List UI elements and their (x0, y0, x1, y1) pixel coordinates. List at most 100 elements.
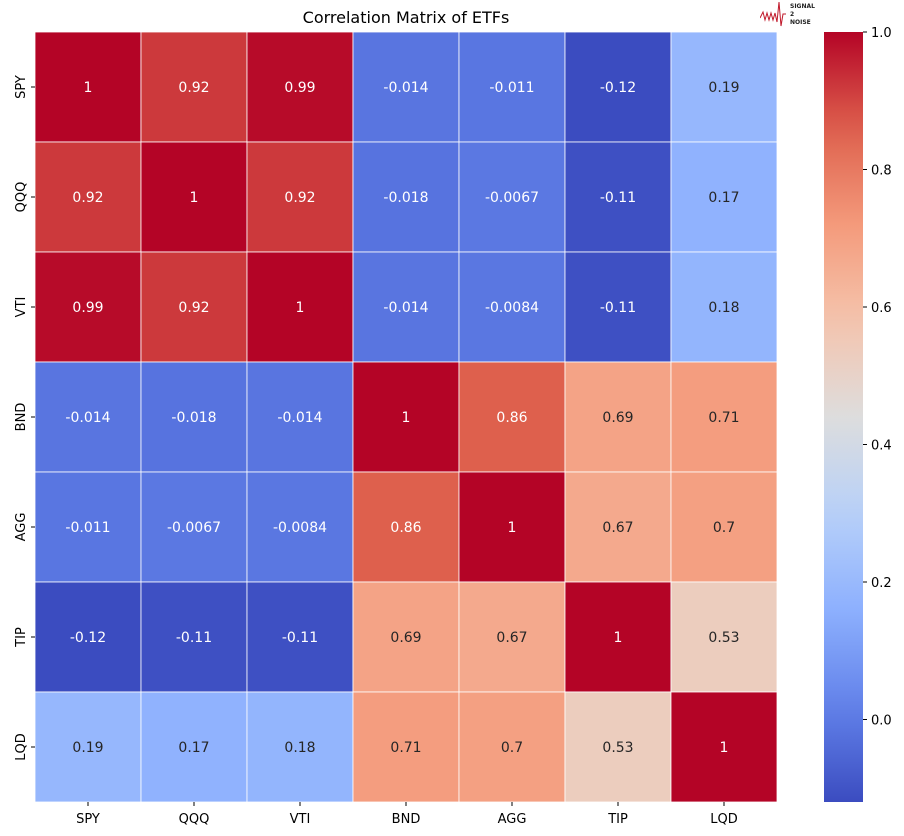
heatmap-cell (246, 471, 354, 583)
heatmap-cell (458, 141, 566, 253)
cell-annotation: 1 (720, 740, 729, 756)
cell-annotation: 0.69 (390, 630, 421, 646)
y-tick-label: TIP (14, 627, 29, 648)
y-tick-label: AGG (14, 513, 29, 542)
heatmap-cell (458, 251, 566, 363)
heatmap-cell (140, 141, 248, 253)
heatmap-cell (670, 31, 778, 143)
heatmap-cell (564, 361, 672, 473)
colorbar (824, 32, 863, 802)
cell-annotation: 0.19 (72, 740, 103, 756)
logo-line: 2 (790, 11, 794, 18)
cell-annotation: 0.67 (496, 630, 527, 646)
cell-annotation: 0.17 (178, 740, 209, 756)
heatmap-cell (34, 361, 142, 473)
cell-annotation: -0.011 (65, 520, 110, 536)
colorbar-tick-label: 0.0 (871, 714, 892, 729)
cell-annotation: -0.12 (70, 630, 106, 646)
x-tick-label: LQD (710, 812, 738, 827)
cell-annotation: -0.0084 (485, 300, 539, 316)
x-tick-label: AGG (498, 812, 527, 827)
cell-annotation: -0.011 (489, 80, 534, 96)
heatmap-cell (352, 581, 460, 693)
cell-annotation: 0.19 (708, 80, 739, 96)
logo-line: SIGNAL (790, 3, 815, 10)
cell-annotation: -0.014 (383, 300, 428, 316)
heatmap-cell (670, 141, 778, 253)
colorbar-tick-label: 0.8 (871, 164, 892, 179)
heatmap-cell (246, 581, 354, 693)
cell-annotation: -0.014 (383, 80, 428, 96)
colorbar-tick-label: 0.2 (871, 576, 892, 591)
heatmap-cell (670, 251, 778, 363)
heatmap-cell (352, 361, 460, 473)
colorbar-tick-label: 0.4 (871, 439, 892, 454)
cell-annotation: 1 (402, 410, 411, 426)
cell-annotation: 0.18 (284, 740, 315, 756)
heatmap-cell (458, 691, 566, 803)
heatmap-cell (140, 581, 248, 693)
y-tick-label: QQQ (14, 182, 29, 213)
cell-annotation: 0.7 (713, 520, 735, 536)
x-tick-label: VTI (290, 812, 311, 827)
heatmap-cell (34, 691, 142, 803)
x-tick-label: QQQ (179, 812, 210, 827)
heatmap-cell (458, 471, 566, 583)
cell-annotation: -0.0084 (273, 520, 327, 536)
cell-annotation: 0.71 (708, 410, 739, 426)
heatmap-cell (140, 471, 248, 583)
heatmap-cell (458, 581, 566, 693)
cell-annotation: 1 (296, 300, 305, 316)
colorbar-tick-label: 1.0 (871, 26, 892, 41)
heatmap-cell (34, 141, 142, 253)
heatmap-cell (670, 581, 778, 693)
heatmap-cell (246, 361, 354, 473)
cell-annotation: 0.92 (72, 190, 103, 206)
heatmap-cell (564, 31, 672, 143)
logo-line: NOISE (790, 19, 811, 26)
y-tick-label: BND (14, 403, 29, 432)
cell-annotation: 1 (190, 190, 199, 206)
cell-annotation: 0.69 (602, 410, 633, 426)
heatmap-cell (352, 31, 460, 143)
cell-annotation: 0.86 (390, 520, 421, 536)
heatmap-cell (34, 251, 142, 363)
cell-annotation: -0.0067 (485, 190, 539, 206)
cell-annotation: 0.86 (496, 410, 527, 426)
cell-annotation: -0.11 (176, 630, 212, 646)
heatmap-cell (564, 581, 672, 693)
cell-annotation: 0.92 (178, 80, 209, 96)
heatmap-cell (352, 471, 460, 583)
heatmap-cell (670, 471, 778, 583)
x-tick-label: TIP (607, 812, 628, 827)
cell-annotation: 0.67 (602, 520, 633, 536)
cell-annotation: 1 (614, 630, 623, 646)
cell-annotation: -0.11 (600, 300, 636, 316)
cell-annotation: 0.53 (602, 740, 633, 756)
cell-annotation: 0.99 (72, 300, 103, 316)
heatmap-cell (140, 691, 248, 803)
cell-annotation: -0.11 (600, 190, 636, 206)
cell-annotation: 1 (84, 80, 93, 96)
cell-annotation: 0.53 (708, 630, 739, 646)
heatmap-cell (34, 471, 142, 583)
cell-annotation: 0.92 (178, 300, 209, 316)
signal-2-noise-logo: SIGNAL 2 NOISE (760, 1, 815, 27)
cell-annotation: -0.12 (600, 80, 636, 96)
cell-annotation: -0.018 (171, 410, 216, 426)
cell-annotation: -0.11 (282, 630, 318, 646)
cell-annotation: -0.018 (383, 190, 428, 206)
heatmap-cell (352, 691, 460, 803)
cell-annotation: -0.014 (277, 410, 322, 426)
heatmap-cell (352, 251, 460, 363)
cell-annotation: -0.0067 (167, 520, 221, 536)
cell-annotation: 0.71 (390, 740, 421, 756)
heatmap-cell (564, 691, 672, 803)
cell-annotation: 1 (508, 520, 517, 536)
heatmap-cell (458, 31, 566, 143)
y-tick-label: VTI (14, 297, 29, 318)
colorbar-tick-label: 0.6 (871, 301, 892, 316)
x-tick-label: BND (392, 812, 421, 827)
